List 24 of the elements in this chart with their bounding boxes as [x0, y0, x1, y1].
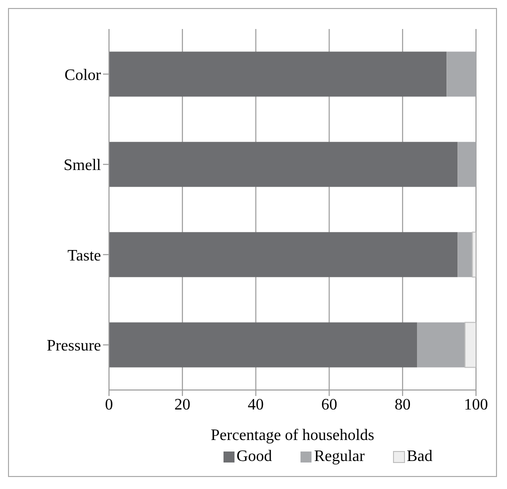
- y-tick-label: Pressure: [46, 338, 101, 355]
- bar: [417, 322, 465, 368]
- legend-label: Regular: [313, 448, 365, 466]
- y-tick-label: Taste: [67, 247, 101, 264]
- bar: [464, 322, 476, 368]
- bar: [109, 142, 458, 187]
- y-tick-label: Color: [64, 66, 102, 84]
- bar: [109, 322, 418, 368]
- bar: [458, 232, 472, 278]
- legend-label: Bad: [406, 448, 432, 466]
- legend-label: Good: [236, 448, 272, 466]
- x-tick-label: 40: [248, 396, 264, 414]
- bar: [109, 232, 458, 278]
- x-tick-label: 60: [321, 396, 338, 414]
- x-tick-label: 80: [394, 396, 411, 414]
- bar: [109, 52, 447, 97]
- x-tick-label: 100: [464, 396, 488, 414]
- x-tick-label: 0: [105, 396, 113, 414]
- x-axis-title: Percentage of households: [210, 427, 374, 444]
- bar: [458, 142, 476, 187]
- bar: [472, 232, 476, 278]
- bar: [446, 52, 476, 97]
- x-tick-label: 20: [174, 396, 190, 414]
- y-tick-label: Smell: [64, 157, 102, 174]
